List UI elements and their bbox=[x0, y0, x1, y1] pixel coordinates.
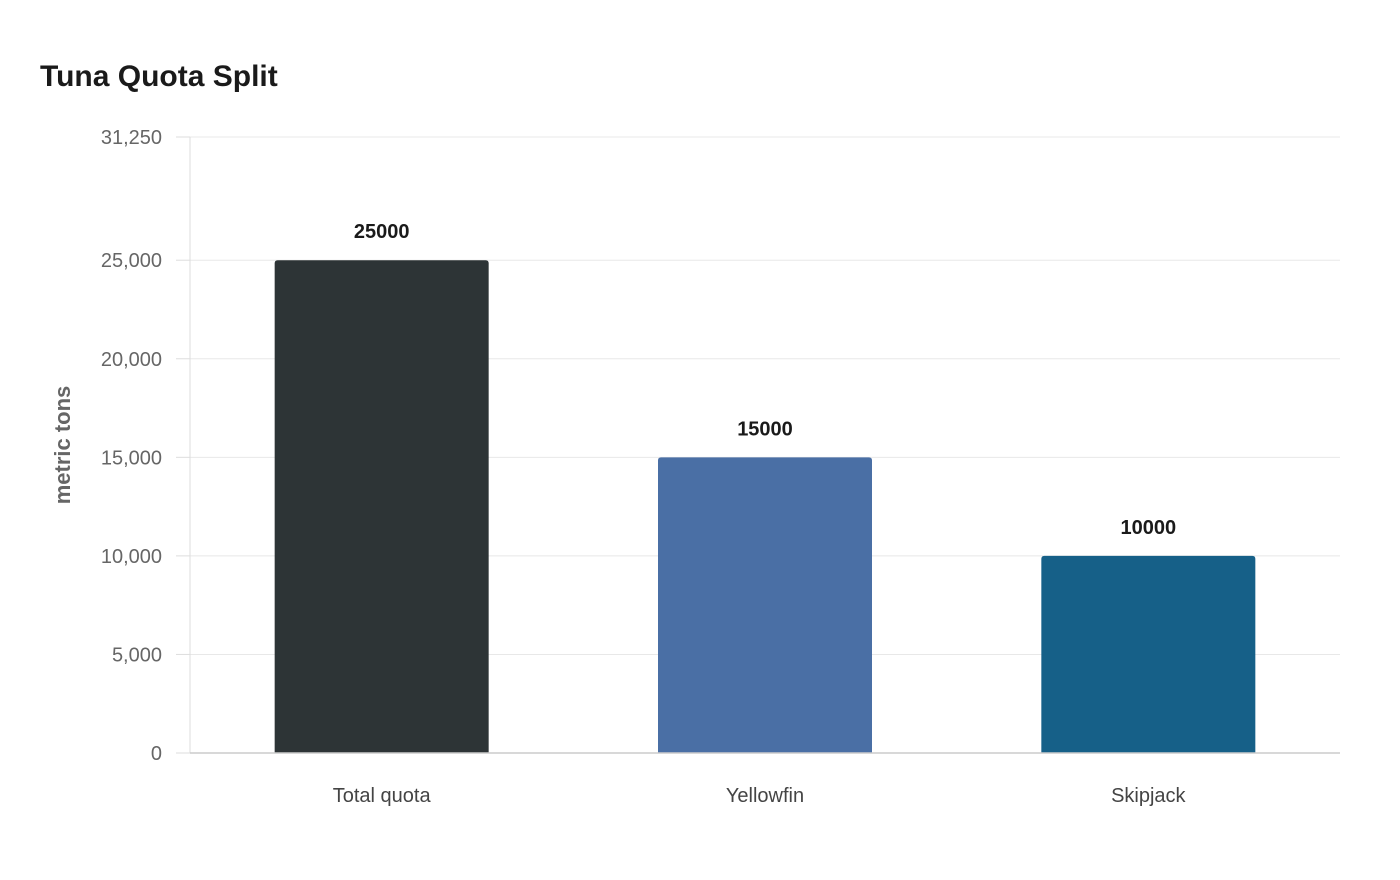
y-axis-title: metric tons bbox=[50, 386, 75, 505]
y-tick-label: 15,000 bbox=[101, 447, 162, 469]
data-label: 25000 bbox=[354, 221, 410, 243]
y-tick-label: 31,250 bbox=[101, 127, 162, 149]
y-tick-label: 10,000 bbox=[101, 546, 162, 568]
x-tick-label: Total quota bbox=[333, 785, 432, 807]
bars bbox=[274, 260, 1256, 753]
data-label: 10000 bbox=[1121, 517, 1177, 539]
y-tick-label: 0 bbox=[151, 743, 162, 765]
data-label: 15000 bbox=[737, 418, 793, 440]
x-tick-label: Skipjack bbox=[1111, 785, 1186, 807]
bar-yellowfin bbox=[658, 457, 872, 753]
labels: 0 5,000 10,000 15,000 20,000 25,000 31,250 2500… bbox=[101, 127, 1187, 807]
chart-title: Tuna Quota Split bbox=[40, 60, 278, 93]
y-tick-label: 20,000 bbox=[101, 349, 162, 371]
y-tick-label: 5,000 bbox=[112, 644, 162, 666]
x-tick-label: Yellowfin bbox=[726, 785, 804, 807]
y-tick-label: 25,000 bbox=[101, 250, 162, 272]
bar-skipjack bbox=[1041, 555, 1256, 753]
bar-total-quota bbox=[274, 260, 489, 753]
